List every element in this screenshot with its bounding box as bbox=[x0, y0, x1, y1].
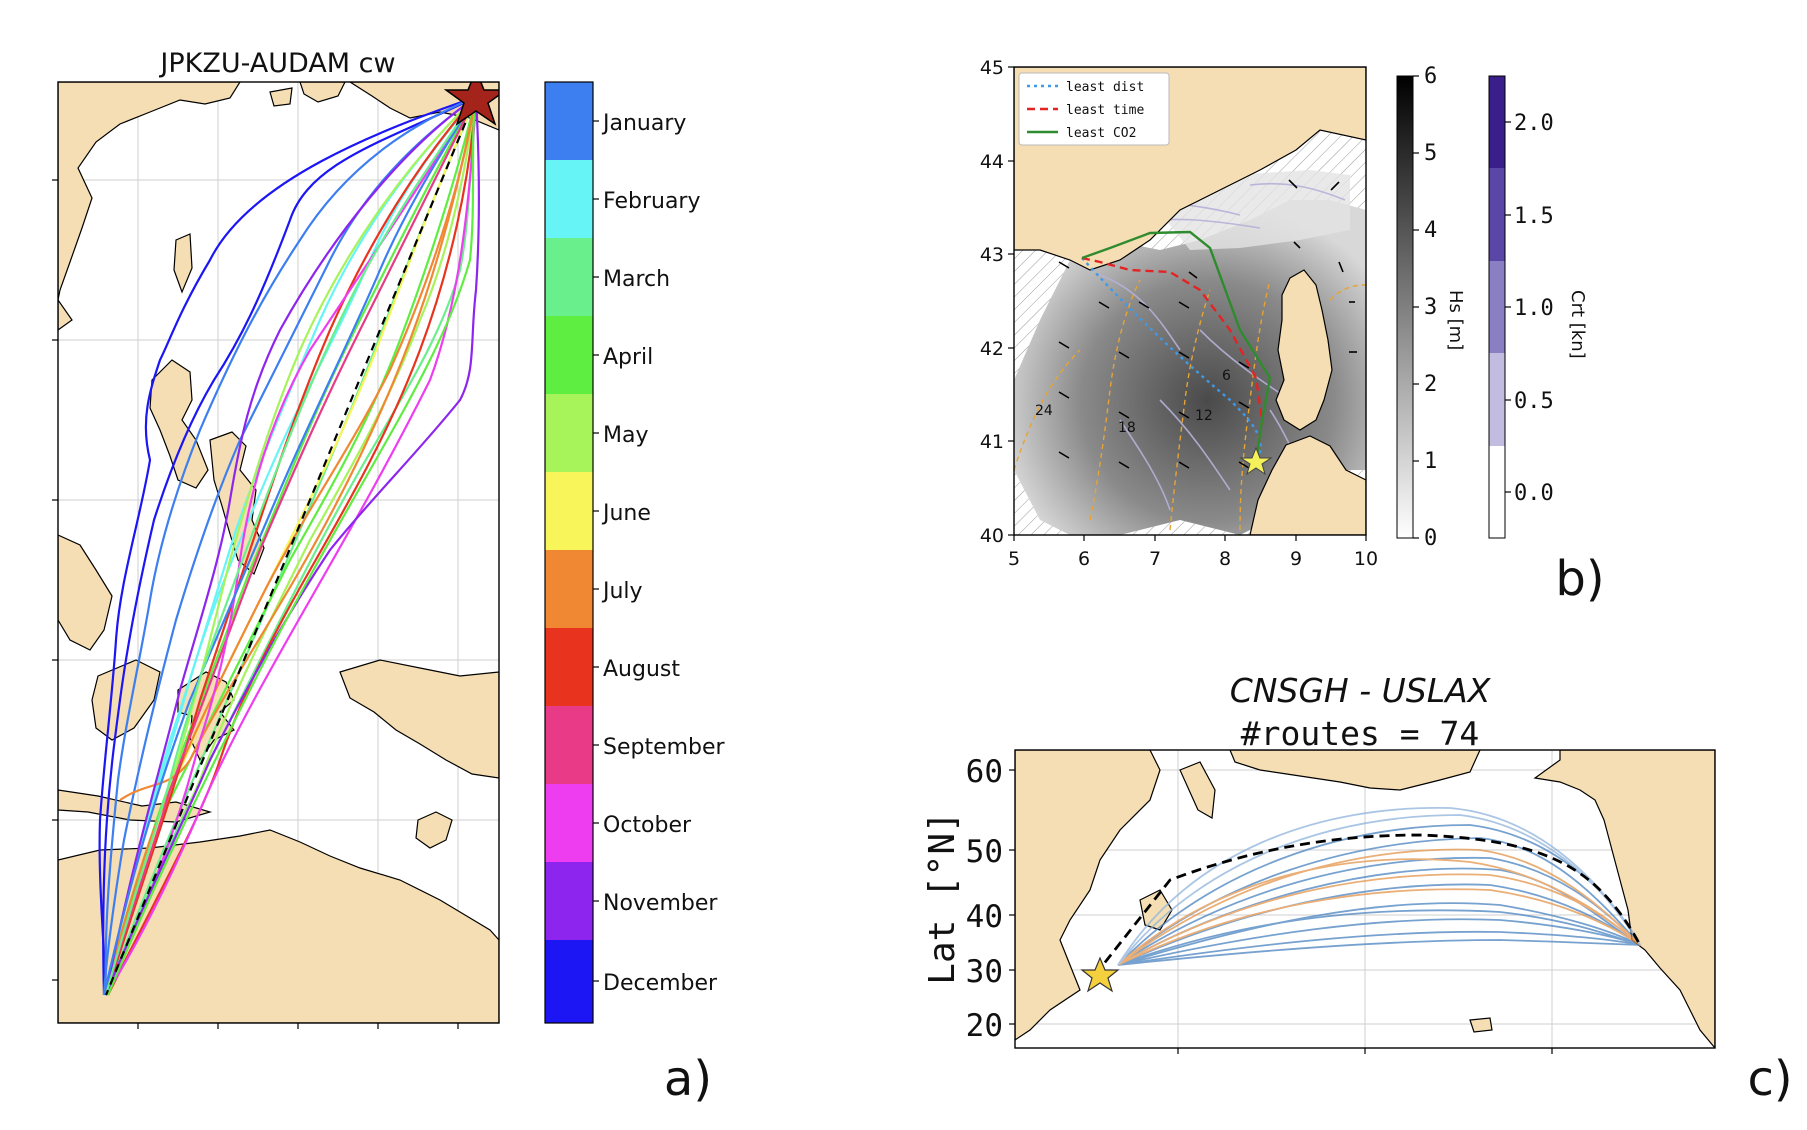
hs-tick-5: 5 bbox=[1424, 141, 1437, 166]
panel-b-ytick-42: 42 bbox=[980, 338, 1004, 360]
panel-b-map: 24 18 12 6 least di bbox=[980, 57, 1378, 570]
colorbar-label-september: September bbox=[603, 735, 726, 760]
crt-colorbar-label: Crt [kn] bbox=[1567, 290, 1588, 359]
colorbar-swatch-december bbox=[545, 940, 593, 1023]
panel-c-ytick-20: 20 bbox=[966, 1008, 1003, 1044]
colorbar-swatch-february bbox=[545, 160, 593, 238]
colorbar-label-july: July bbox=[601, 579, 643, 604]
panel-b-xtick-6: 6 bbox=[1078, 548, 1090, 570]
panel-b-ytick-45: 45 bbox=[980, 57, 1004, 79]
colorbar-swatch-november bbox=[545, 862, 593, 940]
colorbar-swatch-may bbox=[545, 394, 593, 472]
colorbar-label-march: March bbox=[603, 267, 670, 292]
panel-b-axes-ticks bbox=[1008, 66, 1367, 541]
crt-tick-2.0: 2.0 bbox=[1514, 111, 1554, 136]
colorbar-label-december: December bbox=[603, 971, 718, 996]
panel-c-ytick-30: 30 bbox=[966, 954, 1003, 990]
panel-a-title: JPKZU-AUDAM cw bbox=[158, 48, 395, 79]
panel-c-ytick-40: 40 bbox=[966, 899, 1003, 935]
panel-b-legend: least dist least time least CO2 bbox=[1018, 72, 1170, 146]
colorbar-swatch-september bbox=[545, 706, 593, 784]
contour-label-18: 18 bbox=[1118, 420, 1136, 436]
panel-a-land bbox=[58, 82, 499, 1023]
hs-tick-2: 2 bbox=[1424, 372, 1437, 397]
hs-tick-1: 1 bbox=[1424, 449, 1437, 474]
panel-c-routes bbox=[1117, 807, 1641, 966]
panel-a-label: a) bbox=[664, 1051, 712, 1107]
colorbar-label-february: February bbox=[603, 189, 701, 214]
panel-b-ytick-43: 43 bbox=[980, 244, 1004, 266]
panel-c-title: CNSGH - USLAX bbox=[1230, 671, 1492, 710]
colorbar-label-may: May bbox=[603, 423, 648, 448]
panel-b-xtick-10: 10 bbox=[1354, 548, 1378, 570]
panel-b-origin-star bbox=[1239, 446, 1273, 476]
panel-c-subtitle: #routes = 74 bbox=[1241, 714, 1479, 753]
colorbar-swatch-june bbox=[545, 472, 593, 550]
panel-b-hs-colorbar: 0 1 2 3 4 5 6 Hs [m] bbox=[1396, 64, 1466, 551]
panel-c-ylabel: Lat [°N] bbox=[922, 811, 963, 984]
crt-tick-1.0: 1.0 bbox=[1514, 296, 1554, 321]
colorbar-label-january: January bbox=[601, 111, 686, 136]
panel-b-frame bbox=[1013, 66, 1367, 536]
contour-label-12: 12 bbox=[1195, 408, 1213, 424]
panel-b-xtick-7: 7 bbox=[1149, 548, 1161, 570]
contour-label-24: 24 bbox=[1035, 403, 1053, 419]
panel-c-origin-star bbox=[1080, 956, 1120, 993]
panel-c-map: 60 50 40 30 20 bbox=[966, 749, 1716, 1054]
route-least-time bbox=[1081, 256, 1264, 463]
hs-tick-4: 4 bbox=[1424, 218, 1437, 243]
panel-b-ytick-44: 44 bbox=[980, 151, 1004, 173]
panel-a-routes bbox=[98, 95, 481, 996]
colorbar-swatch-august bbox=[545, 628, 593, 706]
hs-colorbar-label: Hs [m] bbox=[1445, 290, 1466, 350]
colorbar-swatch-january bbox=[545, 82, 593, 160]
panel-a-month-colorbar: January February March April May June Ju… bbox=[544, 81, 726, 1024]
colorbar-swatch-march bbox=[545, 238, 593, 316]
panel-c-land bbox=[1015, 750, 1715, 1048]
panel-a-ticks bbox=[52, 179, 459, 1029]
hs-tick-0: 0 bbox=[1424, 526, 1437, 551]
panel-c-ytick-50: 50 bbox=[966, 834, 1003, 870]
panel-b-crt-colorbar: 0.0 0.5 1.0 1.5 2.0 Crt [kn] bbox=[1488, 75, 1588, 539]
hs-tick-3: 3 bbox=[1424, 295, 1437, 320]
panel-b-ytick-41: 41 bbox=[980, 431, 1004, 453]
panel-a-frame bbox=[57, 81, 500, 1024]
route-least-co2 bbox=[1081, 230, 1272, 463]
colorbar-swatch-july bbox=[545, 550, 593, 628]
panel-c-ytick-60: 60 bbox=[966, 754, 1003, 790]
colorbar-label-june: June bbox=[601, 501, 651, 526]
panel-b-wind-arrows bbox=[1058, 179, 1357, 469]
panel-c-reference-route bbox=[1093, 833, 1642, 976]
hs-tick-6: 6 bbox=[1424, 64, 1437, 89]
panel-b-label: b) bbox=[1555, 551, 1604, 607]
legend-least-dist: least dist bbox=[1066, 80, 1144, 95]
panel-b-ytick-40: 40 bbox=[980, 525, 1004, 547]
contour-label-6: 6 bbox=[1222, 368, 1231, 384]
panel-a-map bbox=[52, 81, 500, 1029]
colorbar-label-october: October bbox=[603, 813, 692, 838]
crt-tick-1.5: 1.5 bbox=[1514, 204, 1554, 229]
panel-b-wave-contours bbox=[1014, 279, 1366, 531]
panel-b-xtick-5: 5 bbox=[1008, 548, 1020, 570]
colorbar-swatch-october bbox=[545, 784, 593, 862]
legend-least-co2: least CO2 bbox=[1066, 126, 1136, 141]
panel-b-xtick-9: 9 bbox=[1290, 548, 1302, 570]
colorbar-label-august: August bbox=[603, 657, 680, 682]
crt-tick-0.0: 0.0 bbox=[1514, 481, 1554, 506]
colorbar-label-november: November bbox=[603, 891, 718, 916]
colorbar-label-april: April bbox=[603, 345, 653, 370]
crt-tick-0.5: 0.5 bbox=[1514, 389, 1554, 414]
colorbar-swatch-april bbox=[545, 316, 593, 394]
legend-least-time: least time bbox=[1066, 103, 1144, 118]
panel-b-xtick-8: 8 bbox=[1219, 548, 1231, 570]
panel-a-great-circle-route bbox=[104, 96, 478, 996]
panel-c-label: c) bbox=[1747, 1051, 1792, 1107]
